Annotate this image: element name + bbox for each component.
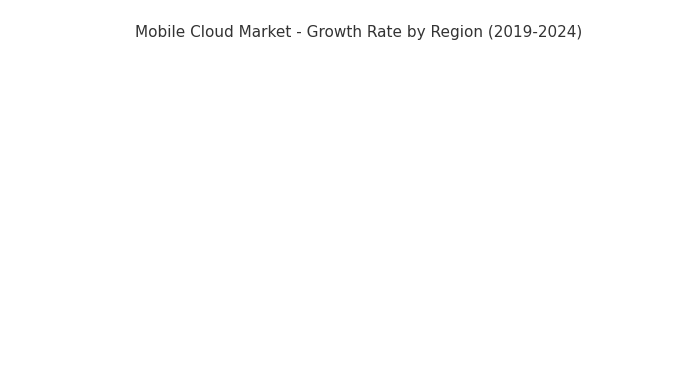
Title: Mobile Cloud Market - Growth Rate by Region (2019-2024): Mobile Cloud Market - Growth Rate by Reg… xyxy=(135,25,582,40)
